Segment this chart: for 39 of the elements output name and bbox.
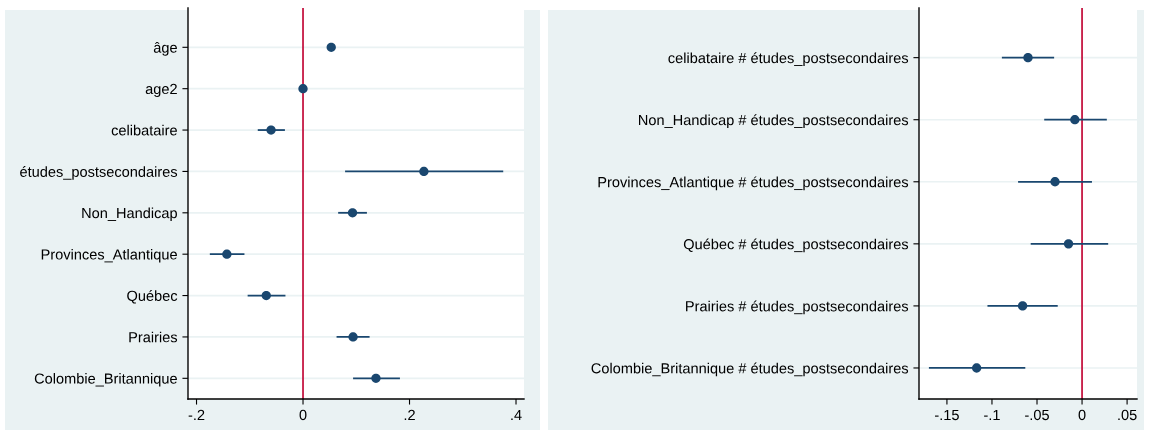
y-tick-label: age2	[145, 83, 177, 97]
y-tick-label: Québec # études_postsecondaires	[683, 238, 909, 253]
y-tick-label: celibataire # études_postsecondaires	[668, 52, 909, 67]
point	[348, 332, 358, 342]
point	[222, 249, 232, 259]
y-tick-label: Non_Handicap	[82, 207, 177, 222]
y-tick-label: Provinces_Atlantique	[41, 248, 177, 263]
point	[1050, 177, 1060, 187]
y-tick-label: Prairies # études_postsecondaires	[686, 300, 909, 315]
y-tick-label: Québec	[127, 290, 178, 304]
x-tick-label: -.1	[984, 409, 1000, 420]
x-tick-label: 0	[1078, 409, 1086, 421]
x-tick-label: -.15	[935, 409, 959, 421]
point	[326, 42, 336, 52]
point	[1023, 52, 1033, 63]
point	[371, 373, 381, 383]
y-tick-label: celibataire	[111, 124, 177, 136]
x-tick-label: .4	[511, 409, 522, 420]
point	[266, 125, 276, 135]
point	[1063, 239, 1074, 249]
point	[1070, 115, 1080, 125]
point	[298, 84, 308, 94]
point	[261, 290, 271, 301]
point	[347, 208, 358, 218]
y-tick-label: Colombie_Britannique # études_postsecondaires	[591, 362, 909, 377]
x-tick-label: -.2	[188, 409, 205, 420]
y-tick-label: Prairies	[129, 331, 178, 343]
y-tick-label: âge	[153, 42, 177, 56]
y-tick-label: études_postsecondaires	[20, 166, 178, 180]
x-tick-label: .05	[1118, 409, 1137, 421]
y-tick-label: Colombie_Britannique	[34, 373, 177, 387]
y-tick-label: Provinces_Atlantique # études_postsecondaires	[598, 176, 909, 191]
x-tick-label: .2	[404, 409, 415, 420]
x-tick-label: 0	[299, 409, 307, 421]
point	[1017, 301, 1028, 311]
point	[419, 166, 429, 177]
point	[971, 363, 982, 373]
y-tick-label: Non_Handicap # études_postsecondaires	[639, 114, 909, 129]
x-tick-label: -.05	[1025, 409, 1049, 421]
